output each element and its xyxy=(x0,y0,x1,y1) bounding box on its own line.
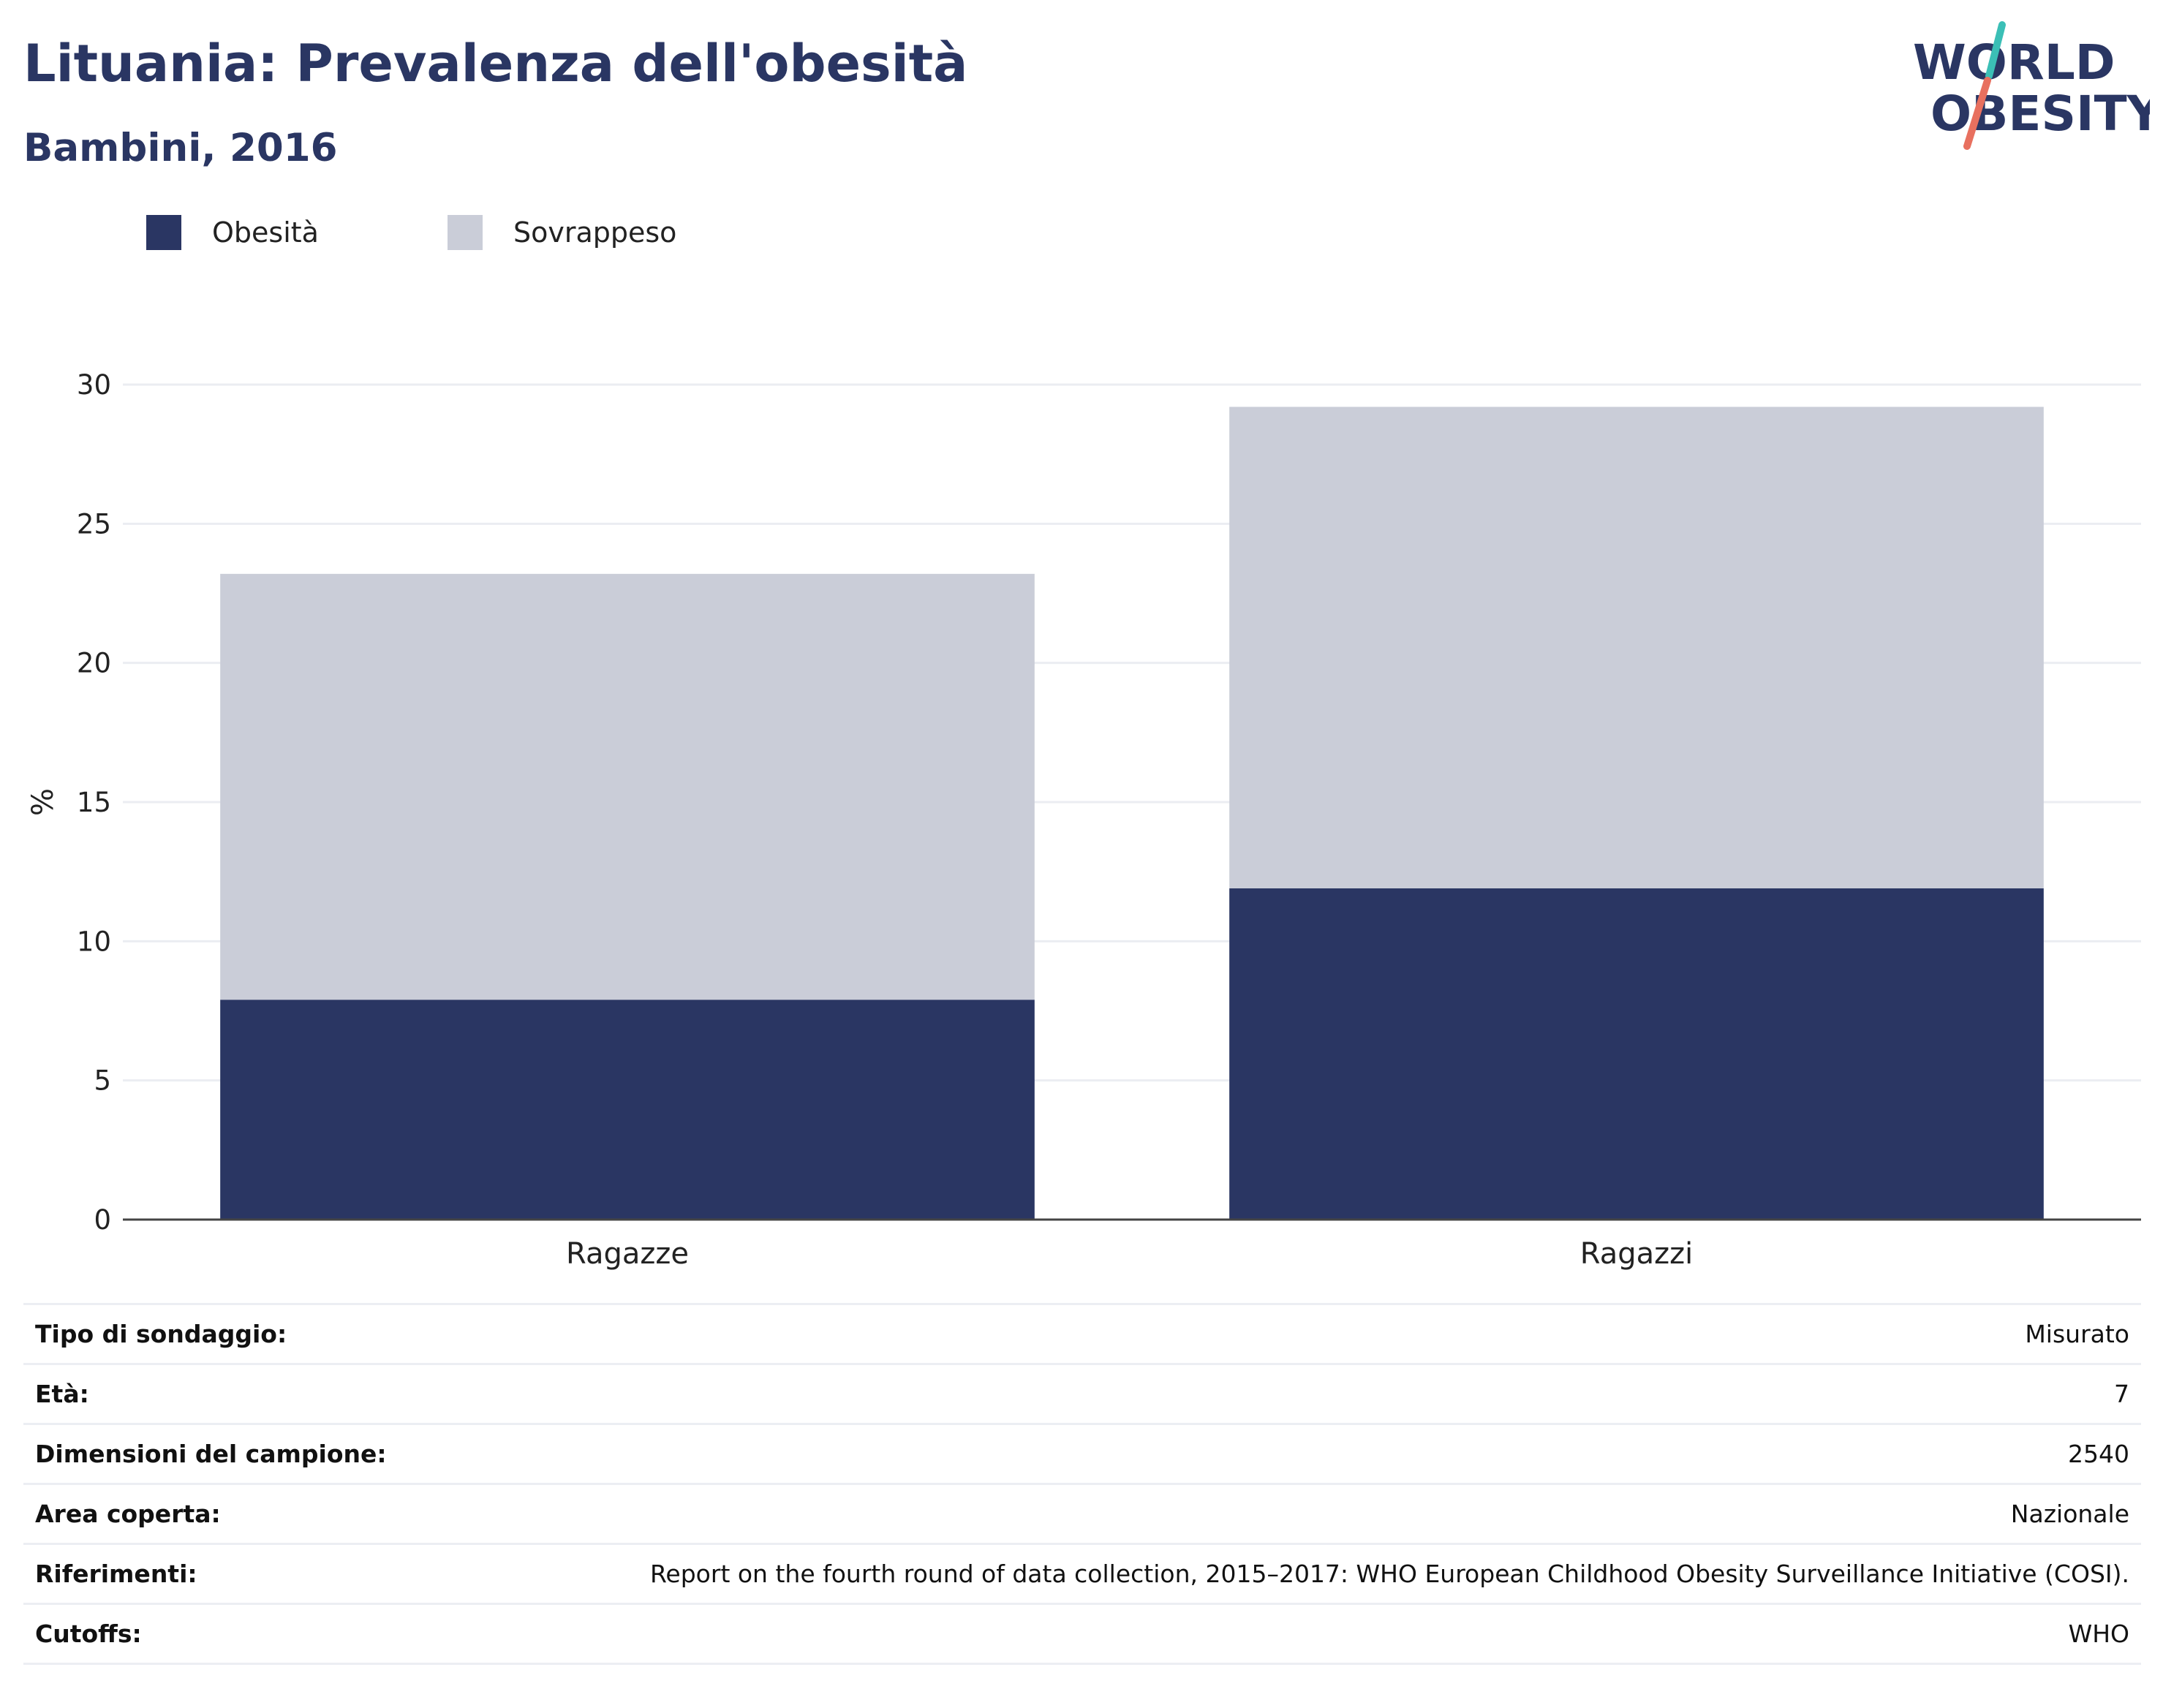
y-tick-label: 5 xyxy=(94,1065,111,1097)
bar-obesita-ragazze xyxy=(220,1000,1035,1220)
world-obesity-logo: WORLD OBESITY xyxy=(1913,21,2150,150)
info-key: Dimensioni del campione: xyxy=(35,1440,387,1468)
y-tick-label: 15 xyxy=(77,787,111,818)
y-tick-label: 20 xyxy=(77,648,111,679)
y-axis-label: % xyxy=(26,788,60,816)
info-row: Area coperta: Nazionale xyxy=(23,1484,2141,1544)
legend-label-obesita: Obesità xyxy=(212,216,319,249)
info-key: Cutoffs: xyxy=(35,1620,142,1648)
info-row: Cutoffs: WHO xyxy=(23,1603,2141,1664)
bar-sovrappeso-ragazzi xyxy=(1229,407,2044,889)
info-key: Tipo di sondaggio: xyxy=(35,1320,287,1348)
info-value: WHO xyxy=(2068,1620,2129,1648)
info-value: Report on the fourth round of data colle… xyxy=(649,1560,2129,1588)
info-row: Età: 7 xyxy=(23,1364,2141,1424)
legend-item-obesita[interactable]: Obesità xyxy=(146,215,319,250)
info-row: Tipo di sondaggio: Misurato xyxy=(23,1304,2141,1364)
x-tick-label: Ragazze xyxy=(566,1237,689,1271)
bar-sovrappeso-ragazze xyxy=(220,573,1035,1000)
chart-subtitle: Bambini, 2016 xyxy=(23,126,338,170)
logo-line-1: WORLD xyxy=(1913,34,2115,91)
logo-line-2: OBESITY xyxy=(1930,86,2150,142)
y-tick-label: 0 xyxy=(94,1204,111,1236)
x-tick-label: Ragazzi xyxy=(1580,1237,1693,1271)
legend-swatch-sovrappeso xyxy=(448,215,483,250)
info-table: Tipo di sondaggio: Misurato Età: 7 Dimension… xyxy=(23,1303,2141,1665)
info-value: Misurato xyxy=(2025,1320,2129,1348)
y-tick-label: 10 xyxy=(77,926,111,957)
logo-slash-top xyxy=(1985,21,2006,80)
chart-title: Lituania: Prevalenza dell'obesità xyxy=(23,34,968,94)
legend-label-sovrappeso: Sovrappeso xyxy=(513,216,677,249)
stacked-bar-chart: 0 5 10 15 20 25 30% Ragazze Ragazzi xyxy=(26,369,2141,1271)
info-value: 2540 xyxy=(2068,1440,2129,1468)
bar-obesita-ragazzi xyxy=(1229,888,2044,1220)
y-tick-label: 25 xyxy=(77,508,111,540)
y-tick-label: 30 xyxy=(77,369,111,401)
info-row: Dimensioni del campione: 2540 xyxy=(23,1424,2141,1484)
info-key: Area coperta: xyxy=(35,1500,221,1528)
logo-slash-bottom xyxy=(1963,77,1991,150)
info-key: Età: xyxy=(35,1380,89,1408)
info-value: 7 xyxy=(2114,1380,2129,1408)
info-row: Riferimenti: Report on the fourth round o… xyxy=(23,1543,2141,1604)
info-value: Nazionale xyxy=(2010,1500,2129,1528)
info-key: Riferimenti: xyxy=(35,1560,197,1588)
legend-item-sovrappeso[interactable]: Sovrappeso xyxy=(448,215,676,250)
legend-swatch-obesita xyxy=(146,215,181,250)
